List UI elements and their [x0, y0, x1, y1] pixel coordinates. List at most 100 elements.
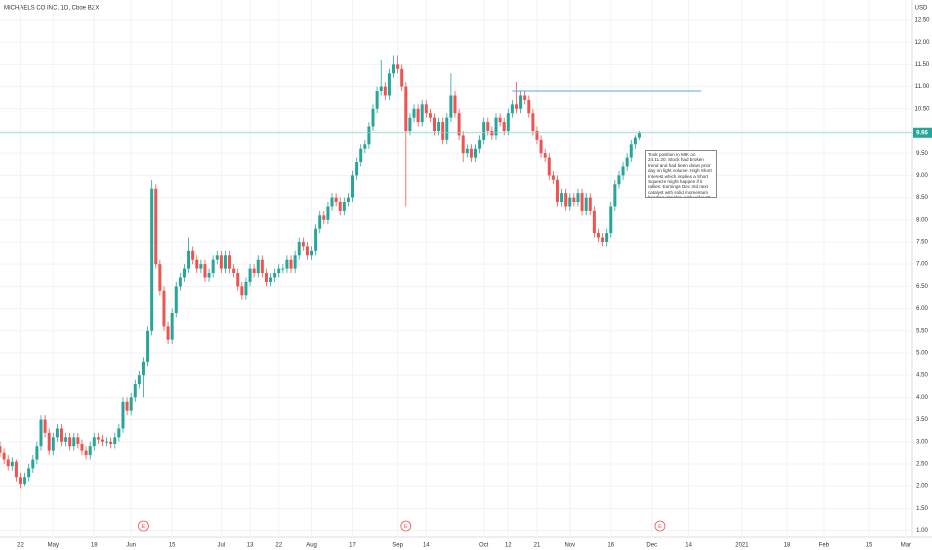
candle-body	[215, 255, 219, 260]
candle-body	[449, 95, 453, 118]
candle-body	[572, 197, 576, 203]
x-tick-label: 14	[685, 543, 692, 549]
candle-body	[383, 86, 387, 96]
candle-body	[617, 175, 621, 185]
candle-body	[490, 130, 494, 136]
candle-body	[150, 188, 154, 331]
candle-body	[129, 397, 133, 411]
candle-body	[6, 459, 10, 467]
y-tick-label: 4.00	[916, 395, 928, 401]
candle-body	[158, 264, 162, 291]
candle-body	[55, 428, 59, 438]
y-tick-label: 1.50	[916, 506, 928, 512]
candle-body	[404, 86, 408, 131]
candle-body	[27, 468, 31, 478]
x-tick-label: Dec	[646, 543, 657, 549]
candle-body	[72, 437, 76, 447]
candle-body	[109, 441, 113, 444]
x-tick-label: Sep	[392, 543, 403, 549]
candle-body	[166, 326, 170, 340]
candle-body	[400, 68, 404, 87]
candle-body	[301, 241, 305, 247]
x-tick-label: 2021	[735, 543, 749, 549]
y-tick-label: 7.50	[916, 240, 928, 246]
candle-body	[379, 86, 383, 92]
candle-body	[592, 210, 596, 234]
candle-body	[351, 175, 355, 198]
candle-body	[84, 450, 88, 456]
y-tick-label: 1.00	[916, 528, 928, 534]
candle-body	[551, 175, 555, 180]
candle-body	[277, 268, 281, 274]
candle-body	[416, 108, 420, 123]
candle-body	[0, 446, 2, 453]
y-tick-label: 6.00	[916, 306, 928, 312]
candle-body	[420, 104, 424, 123]
candle-body	[125, 401, 129, 411]
candle-body	[330, 197, 334, 207]
candle-body	[596, 233, 600, 238]
candle-body	[486, 122, 490, 131]
price-label-bg	[913, 127, 932, 138]
candle-body	[285, 259, 289, 269]
candle-body	[453, 95, 457, 114]
candle-body	[318, 215, 322, 229]
candle-body	[203, 264, 207, 278]
candle-body	[428, 113, 432, 118]
candle-body	[248, 268, 252, 282]
candle-body	[568, 197, 572, 207]
candle-body	[76, 437, 80, 444]
candle-body	[146, 330, 150, 362]
candle-body	[629, 144, 633, 158]
candle-body	[80, 443, 84, 451]
candle-body	[605, 233, 609, 242]
candle-body	[121, 401, 125, 429]
y-tick-label: 10.50	[914, 106, 930, 112]
candle-body	[609, 206, 613, 234]
y-tick-label: 11.50	[915, 62, 930, 68]
candle-body	[322, 215, 326, 220]
candle-body	[96, 437, 100, 440]
x-tick-label: Jun	[126, 543, 136, 549]
y-tick-label: 2.50	[916, 462, 928, 468]
candle-body	[88, 446, 92, 456]
candle-body	[23, 477, 27, 484]
candle-body	[621, 166, 625, 176]
candle-body	[633, 137, 637, 145]
earnings-marker	[654, 520, 666, 532]
candle-body	[191, 250, 195, 260]
candle-body	[465, 148, 469, 154]
candle-body	[133, 384, 137, 398]
candle-body	[14, 461, 18, 478]
candle-body	[240, 286, 244, 296]
y-tick-label: 9.00	[916, 173, 928, 179]
candle-body	[412, 108, 416, 118]
earnings-label: E	[142, 524, 146, 530]
x-tick-label: 21	[534, 543, 541, 549]
candle-body	[580, 193, 584, 211]
candle-body	[346, 197, 350, 203]
candle-body	[441, 122, 445, 140]
candle-body	[637, 132, 641, 138]
y-tick-label: 11.00	[915, 84, 930, 90]
candle-body	[293, 255, 297, 269]
earnings-label: E	[404, 524, 408, 530]
candle-body	[424, 104, 428, 114]
candle-body	[359, 148, 363, 163]
candle-body	[182, 268, 186, 278]
candle-body	[539, 139, 543, 154]
y-tick-label: 6.50	[916, 284, 928, 290]
earnings-label: E	[658, 524, 662, 530]
y-tick-label: 5.00	[916, 351, 928, 357]
x-tick-label: 22	[17, 543, 24, 549]
x-tick-label: Mar	[901, 543, 911, 549]
candle-body	[560, 193, 564, 203]
candle-body	[35, 446, 39, 460]
candle-body	[535, 130, 539, 140]
candle-body	[437, 122, 441, 131]
candle-body	[555, 179, 559, 203]
candle-body	[392, 64, 396, 74]
candle-body	[498, 117, 502, 123]
y-tick-label: 4.50	[916, 373, 928, 379]
candle-body	[207, 273, 211, 278]
